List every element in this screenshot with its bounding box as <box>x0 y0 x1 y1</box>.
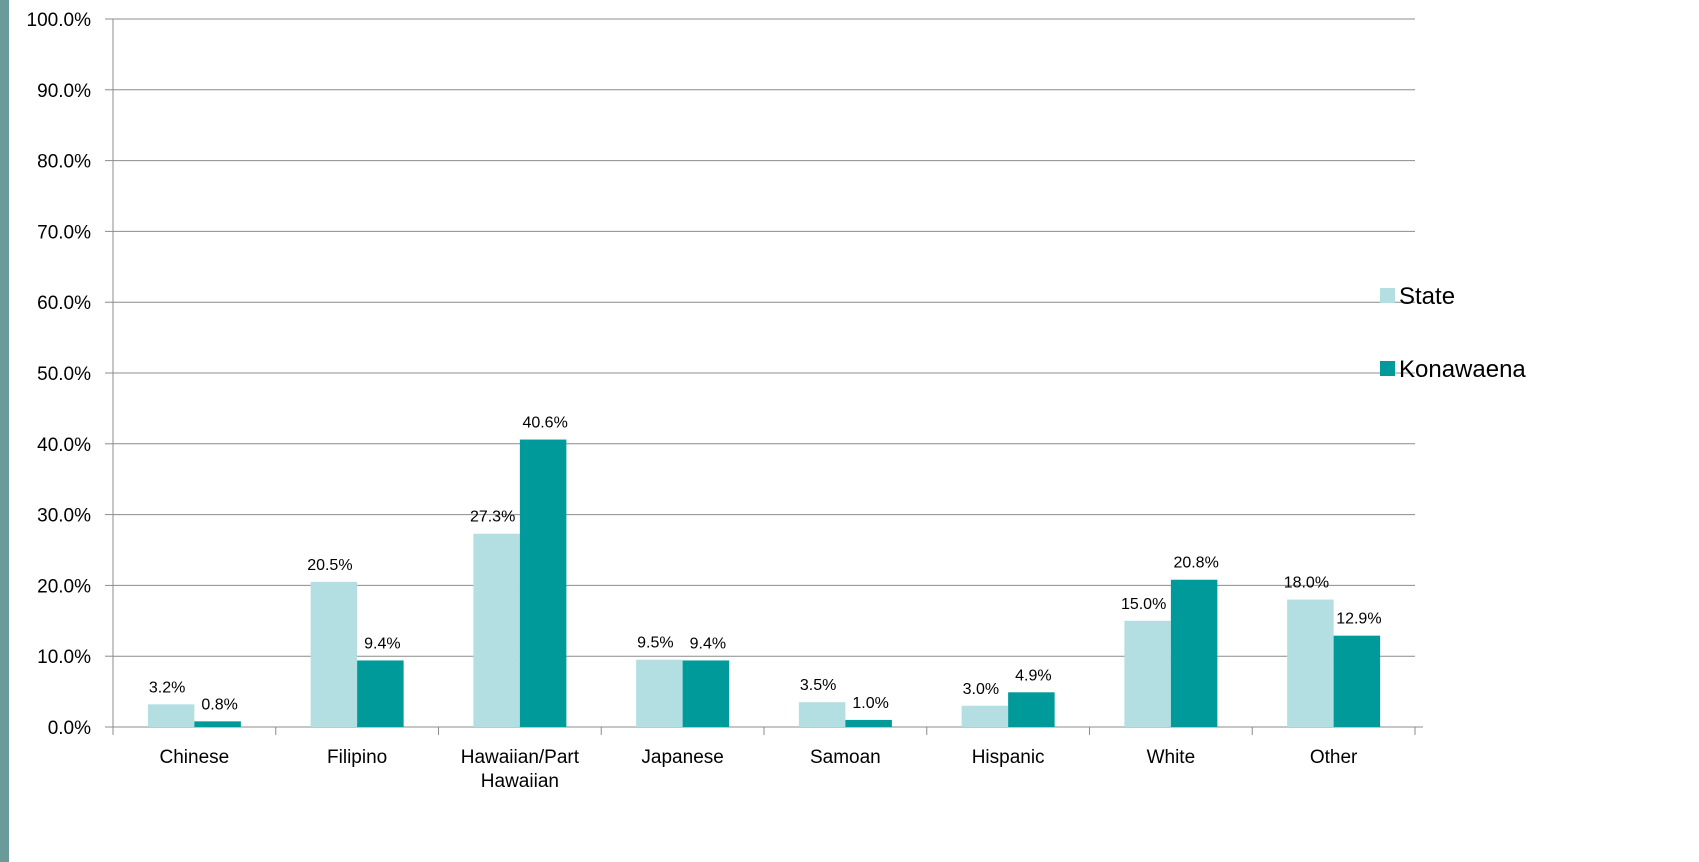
bar-konawaena-7 <box>1333 635 1381 727</box>
y-tick-label: 50.0% <box>37 364 91 385</box>
y-tick-label: 30.0% <box>37 506 91 527</box>
data-label: 3.5% <box>800 677 836 694</box>
data-label: 15.0% <box>1121 596 1166 613</box>
legend-swatch-state <box>1380 288 1395 303</box>
data-label: 27.3% <box>470 509 515 526</box>
bar-konawaena-0 <box>194 721 241 727</box>
bar-konawaena-5 <box>1008 692 1055 727</box>
data-label: 18.0% <box>1284 575 1329 592</box>
data-label: 9.5% <box>637 635 673 652</box>
legend-label: Konawaena <box>1399 356 1526 383</box>
y-tick-label: 100.0% <box>27 10 92 31</box>
bar-konawaena-1 <box>357 660 404 727</box>
data-label: 3.0% <box>963 681 999 698</box>
bar-konawaena-6 <box>1170 579 1218 727</box>
data-label: 20.8% <box>1173 555 1218 572</box>
legend-swatch-konawaena <box>1380 361 1395 376</box>
axes <box>105 18 1423 735</box>
data-labels: 3.2% 0.8% 20.5% 9.4% 27.3% 40.6% 9.5% 9.4% 3.5% 1… <box>149 415 1382 714</box>
bar-state-7 <box>1287 599 1334 727</box>
category-label: Filipino <box>327 747 387 768</box>
bar-konawaena-2 <box>519 439 567 727</box>
data-label: 1.0% <box>852 695 888 712</box>
y-tick-label: 40.0% <box>37 435 91 456</box>
bar-state-0 <box>147 704 195 727</box>
data-label: 0.8% <box>201 696 237 713</box>
bars <box>147 439 1381 727</box>
legend: State Konawaena <box>1380 283 1526 383</box>
bar-state-5 <box>961 705 1009 727</box>
bar-state-2 <box>473 533 520 727</box>
y-tick-label: 90.0% <box>37 81 91 102</box>
y-tick-label: 70.0% <box>37 222 91 243</box>
bar-state-4 <box>798 702 846 727</box>
y-tick-label: 0.0% <box>48 718 91 739</box>
side-accent-stripe <box>0 0 9 862</box>
category-label: Other <box>1310 747 1358 768</box>
y-axis-tick-labels: 0.0% 10.0% 20.0% 30.0% 40.0% 50.0% 60.0% 70.0% 8… <box>27 10 92 739</box>
category-label: Samoan <box>810 747 881 768</box>
y-tick-label: 10.0% <box>37 647 91 668</box>
data-label: 9.4% <box>364 635 400 652</box>
bar-state-1 <box>310 581 358 727</box>
data-label: 4.9% <box>1015 667 1051 684</box>
bar-state-3 <box>636 659 683 727</box>
bar-konawaena-3 <box>682 660 730 727</box>
category-label: Japanese <box>641 747 723 768</box>
bar-konawaena-4 <box>845 719 892 727</box>
data-label: 9.4% <box>690 635 726 652</box>
category-label: Hispanic <box>972 747 1045 768</box>
data-label: 20.5% <box>307 557 352 574</box>
bar-state-6 <box>1124 620 1171 727</box>
category-labels: Chinese Filipino Hawaiian/Part Hawaiian Japa… <box>160 747 1359 792</box>
data-label: 12.9% <box>1336 611 1381 628</box>
category-label: White <box>1147 747 1196 768</box>
y-tick-label: 80.0% <box>37 152 91 173</box>
y-tick-label: 20.0% <box>37 576 91 597</box>
legend-label: State <box>1399 283 1455 310</box>
category-label: Chinese <box>160 747 230 768</box>
y-tick-label: 60.0% <box>37 293 91 314</box>
category-label: Hawaiian/Part Hawaiian <box>461 747 580 792</box>
data-label: 3.2% <box>149 679 185 696</box>
data-label: 40.6% <box>522 415 567 432</box>
